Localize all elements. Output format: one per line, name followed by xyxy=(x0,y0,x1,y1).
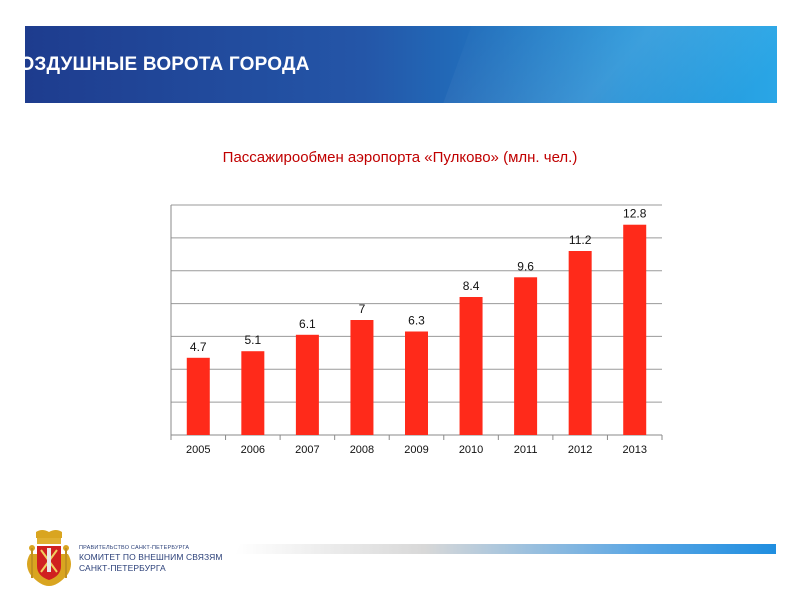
header-banner xyxy=(25,26,777,103)
x-tick-label-2011: 2011 xyxy=(514,444,538,456)
x-tick-label-2009: 2009 xyxy=(404,444,428,456)
data-label-2013: 12.8 xyxy=(623,207,647,221)
organization-name: ПРАВИТЕЛЬСТВО САНКТ-ПЕТЕРБУРГА КОМИТЕТ П… xyxy=(79,545,223,574)
data-label-2012: 11.2 xyxy=(569,233,592,247)
bar-2012 xyxy=(568,251,592,435)
x-tick-label-2006: 2006 xyxy=(241,444,265,456)
page-title: ВОЗДУШНЫЕ ВОРОТА ГОРОДА xyxy=(6,54,310,75)
data-label-2007: 6.1 xyxy=(299,317,316,331)
data-label-2006: 5.1 xyxy=(244,333,261,347)
bar-2009 xyxy=(405,331,428,435)
bar-2006 xyxy=(241,351,265,435)
x-tick-label-2013: 2013 xyxy=(622,444,646,456)
organization-line2: КОМИТЕТ ПО ВНЕШНИМ СВЯЗЯМ xyxy=(79,552,223,562)
x-tick-label-2012: 2012 xyxy=(568,444,592,456)
data-label-2005: 4.7 xyxy=(190,340,207,354)
bar-2010 xyxy=(459,297,483,435)
organization-line3: САНКТ-ПЕТЕРБУРГА xyxy=(79,563,166,573)
bar-2005 xyxy=(186,357,210,435)
data-label-2008: 7 xyxy=(359,302,366,316)
bar-2007 xyxy=(295,334,319,435)
bar-2011 xyxy=(514,277,538,435)
x-tick-label-2010: 2010 xyxy=(459,444,483,456)
data-label-2010: 8.4 xyxy=(463,279,480,293)
x-tick-label-2005: 2005 xyxy=(186,444,210,456)
data-label-2009: 6.3 xyxy=(408,314,425,328)
bar-2008 xyxy=(350,320,374,435)
footer-stripe xyxy=(235,544,776,554)
x-tick-label-2007: 2007 xyxy=(295,444,319,456)
bar-2013 xyxy=(623,224,647,435)
organization-line1: ПРАВИТЕЛЬСТВО САНКТ-ПЕТЕРБУРГА xyxy=(79,545,190,551)
chart-title: Пассажирообмен аэропорта «Пулково» (млн.… xyxy=(222,149,578,166)
data-label-2011: 9.6 xyxy=(517,259,534,273)
coat-of-arms-icon xyxy=(27,530,71,586)
x-tick-label-2008: 2008 xyxy=(350,444,374,456)
